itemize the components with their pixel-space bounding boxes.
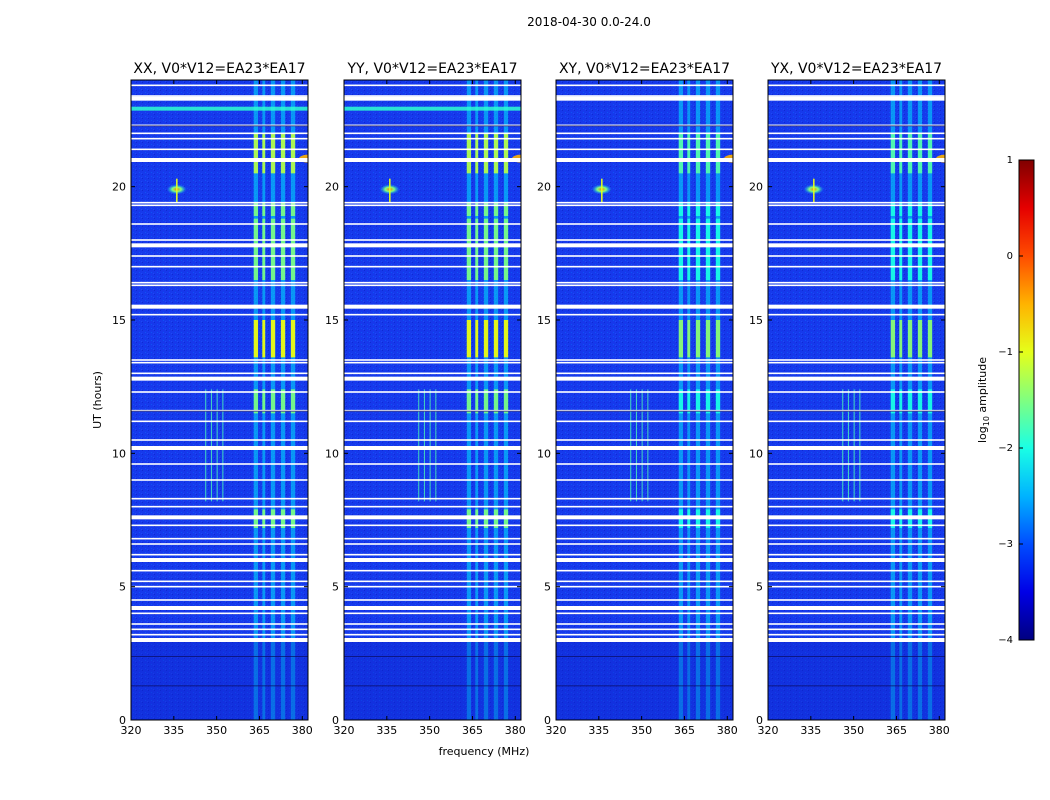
x-tick-label: 335 bbox=[376, 724, 397, 737]
y-tick-label: 0 bbox=[756, 714, 763, 727]
x-tick-label: 380 bbox=[929, 724, 950, 737]
y-tick-label: 10 bbox=[749, 447, 763, 460]
y-tick-label: 10 bbox=[325, 447, 339, 460]
colorbar: 1 0 −1 −2 −3 −4 log10 amplitude bbox=[976, 155, 1035, 646]
colorbar-tick-label: −4 bbox=[998, 635, 1013, 646]
heatmap-image bbox=[556, 80, 733, 720]
y-tick-label: 0 bbox=[119, 714, 126, 727]
panel-yx: YX, V0*V12=EA23*EA17 320 335 350 365 380 0 5 10 1… bbox=[749, 61, 950, 737]
panel-title: XX, V0*V12=EA23*EA17 bbox=[133, 61, 305, 77]
x-tick-label: 320 bbox=[121, 724, 142, 737]
y-tick-label: 5 bbox=[332, 581, 339, 594]
y-tick-label: 10 bbox=[537, 447, 551, 460]
panel-frame bbox=[767, 79, 946, 721]
y-tick-label: 15 bbox=[537, 314, 551, 327]
panel-frame bbox=[555, 79, 734, 721]
x-tick-label: 365 bbox=[462, 724, 483, 737]
x-tick-label: 350 bbox=[419, 724, 440, 737]
panel-frame bbox=[343, 79, 522, 721]
y-tick-label: 20 bbox=[112, 181, 126, 194]
colorbar-tick-label: −2 bbox=[998, 443, 1013, 454]
y-tick-label: 5 bbox=[544, 581, 551, 594]
panel-xx: XX, V0*V12=EA23*EA17 320 335 350 365 380 0 5 10 1… bbox=[112, 61, 313, 737]
y-tick-label: 15 bbox=[112, 314, 126, 327]
x-tick-label: 350 bbox=[631, 724, 652, 737]
y-tick-label: 0 bbox=[544, 714, 551, 727]
colorbar-tick-label: −1 bbox=[998, 347, 1013, 358]
x-tick-label: 350 bbox=[206, 724, 227, 737]
panel-yy: YY, V0*V12=EA23*EA17 320 335 350 365 380 0 5 10 1… bbox=[325, 61, 526, 737]
heatmap-image bbox=[131, 80, 308, 720]
x-tick-label: 380 bbox=[505, 724, 526, 737]
x-tick-label: 335 bbox=[588, 724, 609, 737]
x-tick-label: 335 bbox=[163, 724, 184, 737]
x-tick-label: 320 bbox=[758, 724, 779, 737]
y-tick-label: 5 bbox=[119, 581, 126, 594]
panel-xy: XY, V0*V12=EA23*EA17 320 335 350 365 380 0 5 10 1… bbox=[537, 61, 738, 737]
y-tick-label: 20 bbox=[749, 181, 763, 194]
x-tick-label: 350 bbox=[843, 724, 864, 737]
x-tick-label: 335 bbox=[800, 724, 821, 737]
colorbar-tick-label: 1 bbox=[1007, 155, 1013, 166]
colorbar-tick-label: −3 bbox=[998, 539, 1013, 550]
y-tick-label: 15 bbox=[749, 314, 763, 327]
x-tick-label: 320 bbox=[334, 724, 355, 737]
panel-title: YY, V0*V12=EA23*EA17 bbox=[346, 61, 517, 77]
x-tick-label: 365 bbox=[886, 724, 907, 737]
y-tick-label: 15 bbox=[325, 314, 339, 327]
panel-title: YX, V0*V12=EA23*EA17 bbox=[770, 61, 942, 77]
y-tick-label: 10 bbox=[112, 447, 126, 460]
panel-frame bbox=[130, 79, 309, 721]
x-tick-label: 320 bbox=[546, 724, 567, 737]
x-tick-label: 365 bbox=[249, 724, 270, 737]
heatmap-image bbox=[344, 80, 521, 720]
x-tick-label: 365 bbox=[674, 724, 695, 737]
y-tick-label: 0 bbox=[332, 714, 339, 727]
panel-title: XY, V0*V12=EA23*EA17 bbox=[559, 61, 730, 77]
y-tick-label: 20 bbox=[537, 181, 551, 194]
figure-title: 2018-04-30 0.0-24.0 bbox=[527, 15, 651, 29]
y-tick-label: 5 bbox=[756, 581, 763, 594]
panels-group: XX, V0*V12=EA23*EA17 320 335 350 365 380 0 5 10 1… bbox=[112, 61, 950, 737]
colorbar-gradient bbox=[1018, 159, 1035, 641]
colorbar-label: log10 amplitude bbox=[976, 357, 991, 443]
y-tick-label: 20 bbox=[325, 181, 339, 194]
x-tick-label: 380 bbox=[292, 724, 313, 737]
colorbar-tick-label: 0 bbox=[1007, 251, 1013, 262]
x-tick-label: 380 bbox=[717, 724, 738, 737]
heatmap-image bbox=[768, 80, 945, 720]
x-axis-label: frequency (MHz) bbox=[439, 745, 530, 758]
y-axis-label: UT (hours) bbox=[91, 371, 104, 429]
